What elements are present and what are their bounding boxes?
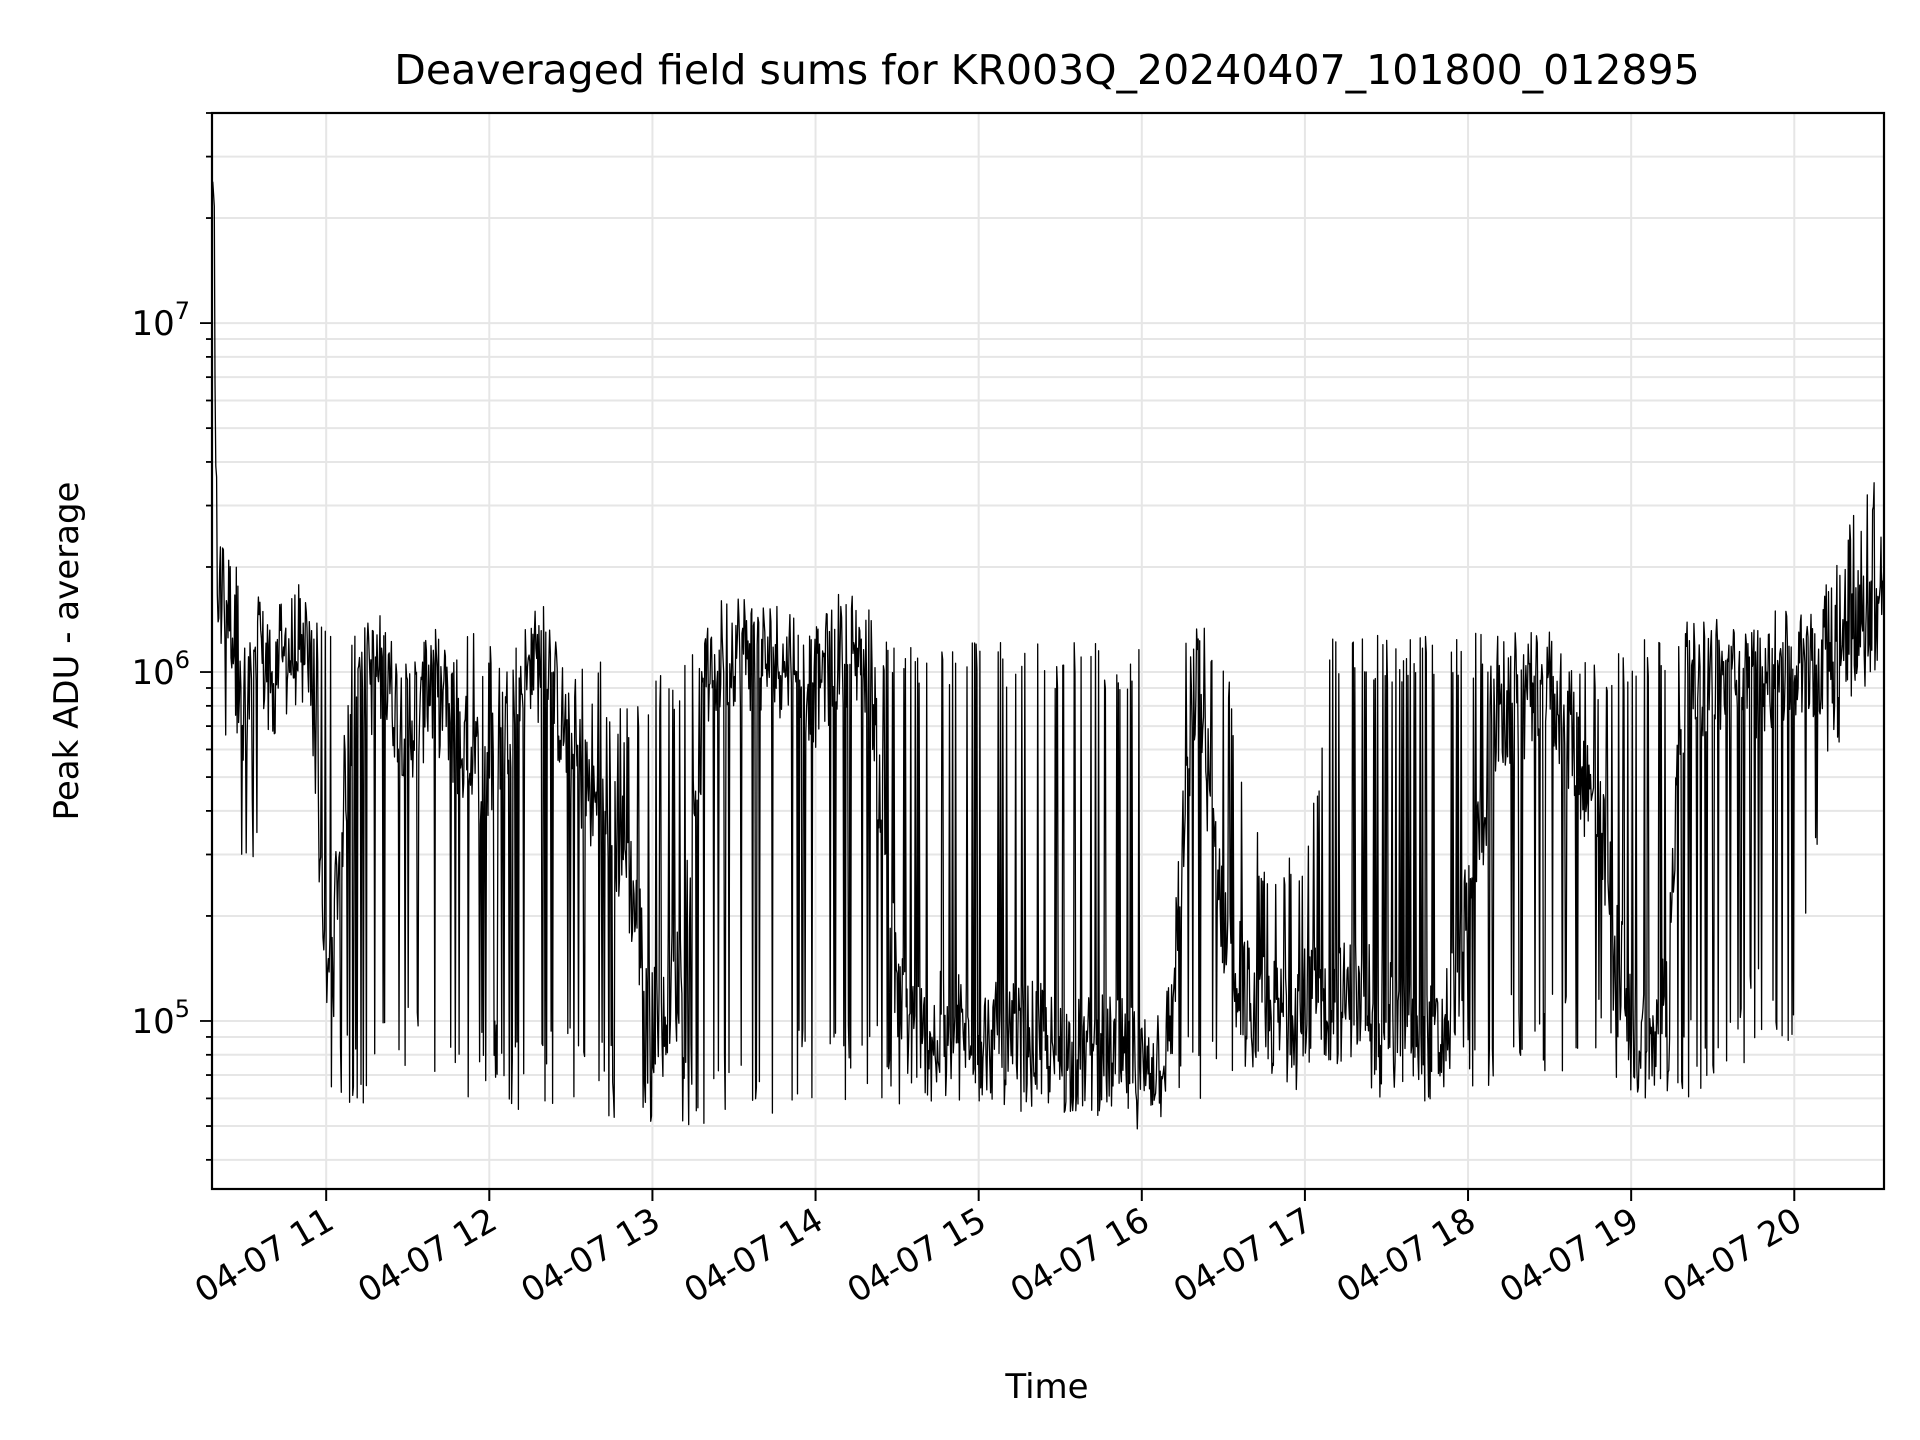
y-tick-label: 106	[131, 646, 190, 693]
plot-frame	[210, 111, 1886, 1191]
chart-title: Deaveraged field sums for KR003Q_2024040…	[394, 46, 1699, 94]
y-axis-ticks: 105 106 107	[131, 112, 212, 1161]
data-line	[212, 181, 1884, 1130]
data-layer	[212, 181, 1884, 1130]
y-tick-label: 105	[131, 995, 190, 1042]
x-axis-label: Time	[1004, 1367, 1088, 1407]
y-tick-label: 107	[131, 297, 190, 344]
y-axis-label: Peak ADU - average	[47, 482, 87, 821]
